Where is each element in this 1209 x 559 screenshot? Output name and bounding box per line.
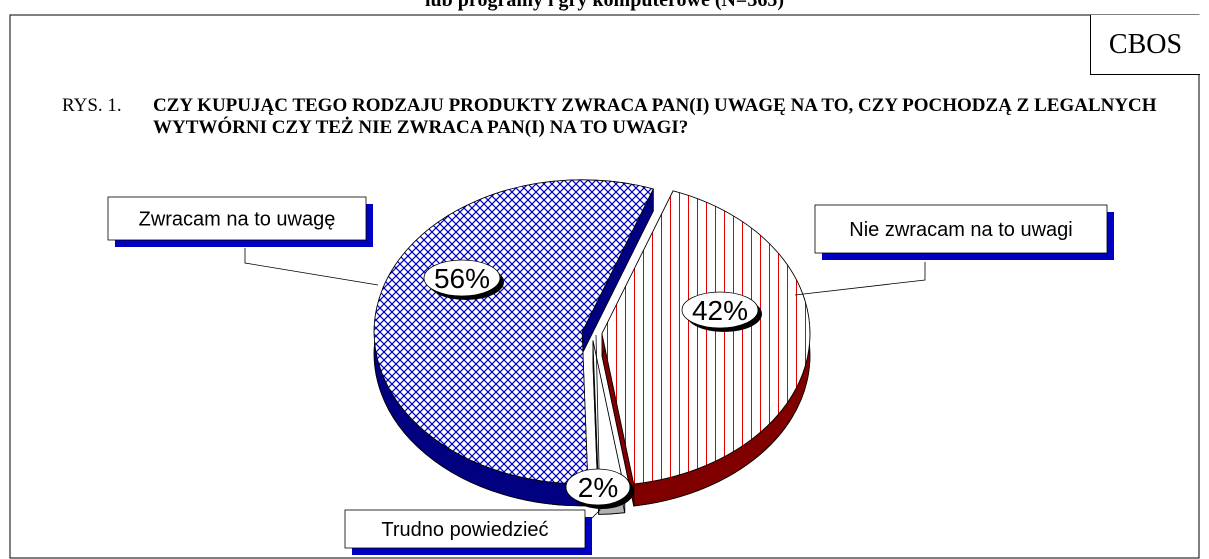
callout-box <box>107 196 367 241</box>
legend-label: Trudno powiedzieć <box>381 519 548 541</box>
value-label: 56% <box>434 263 490 294</box>
value-label: 2% <box>578 472 618 503</box>
leader-line <box>794 262 926 296</box>
value-label-bg <box>423 259 501 297</box>
value-label-bg <box>681 291 759 329</box>
leader-line <box>244 248 379 286</box>
value-label-bg <box>565 468 631 506</box>
callout-box <box>344 509 586 549</box>
caption: lub programy i gry komputerowe (N=365) <box>425 0 784 11</box>
chart-title: CZY KUPUJĄC TEGO RODZAJU PRODUKTY ZWRACA… <box>153 95 1157 138</box>
legend-label: Nie zwracam na to uwagi <box>849 219 1072 241</box>
source: CBOS <box>1090 15 1200 75</box>
legend-label: Zwracam na to uwagę <box>139 209 336 231</box>
slice <box>601 190 811 485</box>
figure-label: RYS. 1. <box>62 95 122 116</box>
slice <box>373 179 654 485</box>
value-label: 42% <box>692 295 748 326</box>
frame <box>9 14 1200 559</box>
callout-box <box>814 204 1108 254</box>
